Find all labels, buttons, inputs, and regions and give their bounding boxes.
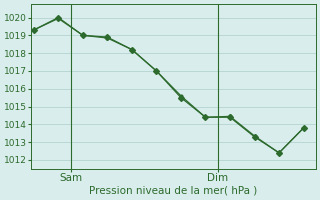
X-axis label: Pression niveau de la mer( hPa ): Pression niveau de la mer( hPa )	[90, 186, 258, 196]
